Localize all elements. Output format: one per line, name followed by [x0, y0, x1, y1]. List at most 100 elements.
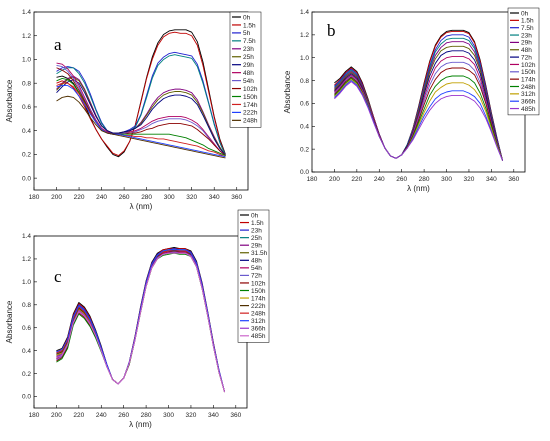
y-tick-label: 0.8: [22, 80, 31, 87]
x-tick-label: 360: [230, 412, 241, 419]
plot-frame: [33, 235, 248, 409]
x-axis-label: λ (nm): [130, 202, 153, 211]
panel-letter: c: [54, 267, 62, 286]
legend-label: 485h: [251, 333, 266, 340]
legend-label: 366h: [251, 326, 266, 333]
legend-label: 312h: [521, 91, 536, 98]
x-axis-label: λ (nm): [407, 184, 430, 193]
legend-label: 1.5h: [521, 18, 534, 25]
series-line-248h: [56, 95, 226, 159]
series-line-29h: [56, 79, 226, 156]
y-tick-label: 1.0: [22, 57, 31, 64]
series-line-485h: [334, 81, 503, 161]
legend-label: 0h: [251, 212, 259, 219]
legend-label: 150h: [251, 288, 266, 295]
series-line-29h: [334, 41, 504, 161]
legend-label: 222h: [251, 303, 266, 310]
y-tick-label: 0.2: [22, 152, 31, 159]
series-line-1_5h: [56, 31, 226, 157]
y-tick-label: 1.0: [300, 55, 309, 62]
x-tick-label: 180: [307, 176, 318, 183]
legend-label: 7.5h: [521, 25, 534, 32]
series-line-366h: [334, 80, 503, 161]
series-line-485h: [56, 252, 226, 393]
series-line-23h: [56, 75, 226, 156]
legend-label: 29h: [521, 40, 532, 47]
x-tick-label: 300: [163, 412, 174, 419]
x-tick-label: 320: [186, 412, 197, 419]
legend-label: 48h: [243, 70, 254, 77]
y-tick-label: 0.0: [22, 175, 31, 182]
legend-label: 23h: [521, 32, 532, 39]
legend-label: 23h: [251, 227, 262, 234]
y-axis-label: Absorbance: [5, 300, 14, 343]
x-tick-label: 280: [141, 194, 152, 201]
chart-panel-c: 180 200 220 240 260 280 300 320 340 360 0.0 0.2 0.4 0…: [5, 209, 270, 429]
y-tick-label: 1.2: [22, 256, 31, 263]
legend-label: 29h: [243, 62, 254, 69]
y-tick-label: 1.4: [300, 9, 309, 16]
x-tick-label: 280: [141, 412, 152, 419]
legend-label: 366h: [521, 99, 536, 106]
legend-box: [229, 11, 262, 128]
series-line-312h: [56, 249, 226, 393]
series-line-102h: [56, 67, 226, 156]
legend-label: 1.5h: [251, 220, 264, 227]
chart-panel-a: 180 200 220 240 260 280 300 320 340 360 0.0 0.2 0.4 0…: [5, 9, 262, 211]
series-line-150h: [334, 61, 504, 161]
legend-label: 150h: [243, 94, 258, 101]
series-line-7_5h: [334, 34, 504, 161]
x-tick-label: 240: [374, 176, 385, 183]
legend-label: 7.5h: [243, 38, 256, 45]
y-tick-label: 0.4: [22, 128, 31, 135]
x-tick-label: 200: [51, 194, 62, 201]
series-lines: [334, 29, 504, 161]
series-line-25h: [56, 76, 226, 156]
chart-panel-b: 180 200 220 240 260 280 300 320 340 360 0.0 0.2 0.4 0…: [283, 7, 540, 193]
legend-label: 174h: [243, 102, 258, 109]
series-line-7_5h: [56, 54, 226, 156]
series-line-0h: [334, 29, 504, 161]
x-tick-label: 260: [119, 194, 130, 201]
legend-label: 0h: [243, 14, 251, 21]
x-tick-label: 200: [51, 412, 62, 419]
legend: 0h1.5h5h7.5h23h25h29h48h54h102h150h174h2…: [229, 11, 262, 128]
x-tick-label: 280: [419, 176, 430, 183]
series-lines: [56, 247, 226, 393]
x-tick-label: 180: [29, 194, 40, 201]
series-line-1_5h: [56, 248, 226, 393]
legend-label: 312h: [251, 318, 266, 325]
x-axis-label: λ (nm): [129, 420, 152, 429]
panel-letter: a: [54, 35, 62, 54]
legend-label: 485h: [521, 106, 536, 113]
y-tick-label: 0.2: [22, 371, 31, 378]
x-tick-label: 320: [464, 176, 475, 183]
legend-label: 29h: [251, 243, 262, 250]
legend-label: 23h: [243, 46, 254, 53]
series-line-102h: [334, 56, 504, 161]
y-axis-label: Absorbance: [283, 70, 292, 113]
legend-label: 174h: [251, 295, 266, 302]
legend-label: 102h: [251, 280, 266, 287]
legend-label: 54h: [251, 265, 262, 272]
y-tick-label: 0.6: [22, 104, 31, 111]
y-tick-label: 0.0: [300, 169, 309, 176]
legend-label: 72h: [521, 54, 532, 61]
series-line-54h: [56, 64, 226, 156]
series-lines: [56, 29, 226, 159]
legend-label: 48h: [521, 47, 532, 54]
y-tick-label: 0.8: [300, 78, 309, 85]
x-tick-label: 320: [186, 194, 197, 201]
y-tick-label: 0.2: [300, 146, 309, 153]
x-tick-label: 340: [486, 176, 497, 183]
x-tick-label: 360: [508, 176, 519, 183]
legend-label: 102h: [243, 86, 258, 93]
y-tick-label: 0.6: [300, 101, 309, 108]
legend-label: 48h: [251, 258, 262, 265]
series-line-48h: [334, 45, 504, 161]
series-line-174h: [56, 82, 226, 158]
x-tick-label: 300: [441, 176, 452, 183]
x-tick-label: 240: [96, 194, 107, 201]
